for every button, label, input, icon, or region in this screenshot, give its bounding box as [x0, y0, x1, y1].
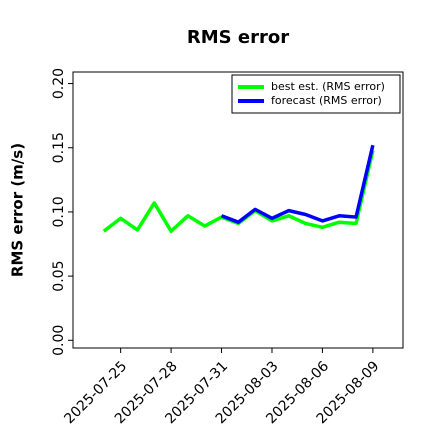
legend-label: best est. (RMS error)	[271, 80, 385, 93]
y-axis-label: RMS error (m/s)	[9, 143, 27, 277]
y-tick-label: 0.15	[51, 132, 67, 163]
legend-label: forecast (RMS error)	[271, 94, 382, 107]
y-tick-label: 0.00	[51, 325, 67, 356]
y-tick-label: 0.10	[51, 196, 67, 227]
y-tick-label: 0.05	[51, 261, 67, 292]
plot-frame	[72, 71, 404, 349]
y-tick-label: 0.20	[51, 68, 67, 99]
legend-box	[231, 74, 401, 114]
series-line	[220, 144, 375, 224]
chart-title: RMS error	[187, 27, 289, 48]
